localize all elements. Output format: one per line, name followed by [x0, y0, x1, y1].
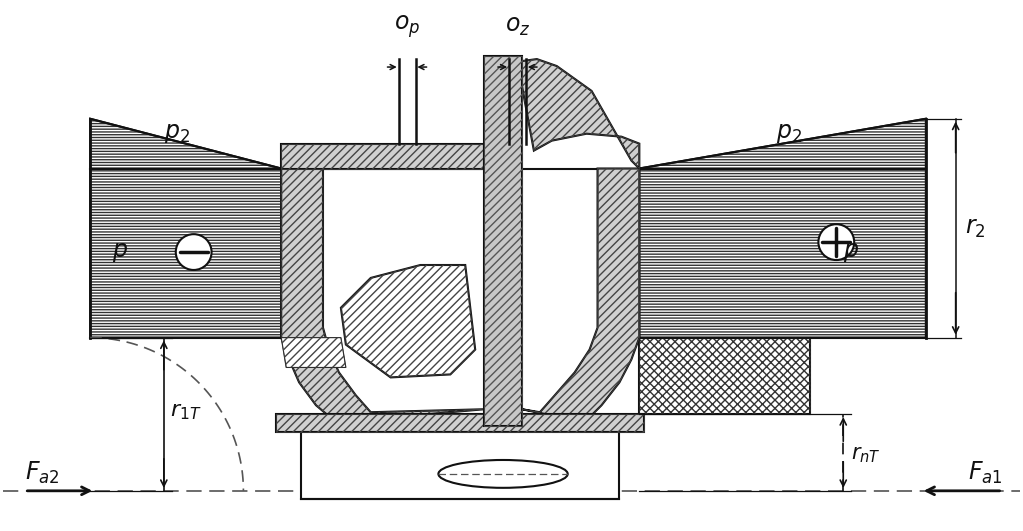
Text: $F_{a1}$: $F_{a1}$	[968, 460, 1003, 486]
Polygon shape	[639, 338, 810, 414]
Polygon shape	[522, 59, 639, 168]
Polygon shape	[90, 119, 281, 338]
Text: $p$: $p$	[113, 240, 128, 264]
Polygon shape	[281, 144, 484, 168]
Text: $r_2$: $r_2$	[965, 216, 985, 240]
Text: $p$: $p$	[843, 240, 859, 264]
Text: $p_2$: $p_2$	[775, 121, 801, 145]
Polygon shape	[341, 265, 476, 378]
Polygon shape	[301, 432, 620, 499]
Polygon shape	[639, 119, 926, 338]
Polygon shape	[522, 168, 639, 422]
Ellipse shape	[439, 460, 568, 488]
Circle shape	[818, 224, 854, 260]
Circle shape	[176, 234, 212, 270]
Text: $o_z$: $o_z$	[505, 14, 531, 38]
Polygon shape	[281, 338, 346, 367]
Polygon shape	[276, 414, 644, 432]
Text: $r_{nT}$: $r_{nT}$	[851, 445, 881, 465]
Text: $p_2$: $p_2$	[164, 121, 189, 145]
Text: $o_p$: $o_p$	[395, 13, 420, 40]
Polygon shape	[281, 168, 484, 422]
Text: $r_{1T}$: $r_{1T}$	[170, 402, 202, 422]
Text: $F_{a2}$: $F_{a2}$	[25, 460, 59, 486]
Polygon shape	[484, 56, 522, 426]
